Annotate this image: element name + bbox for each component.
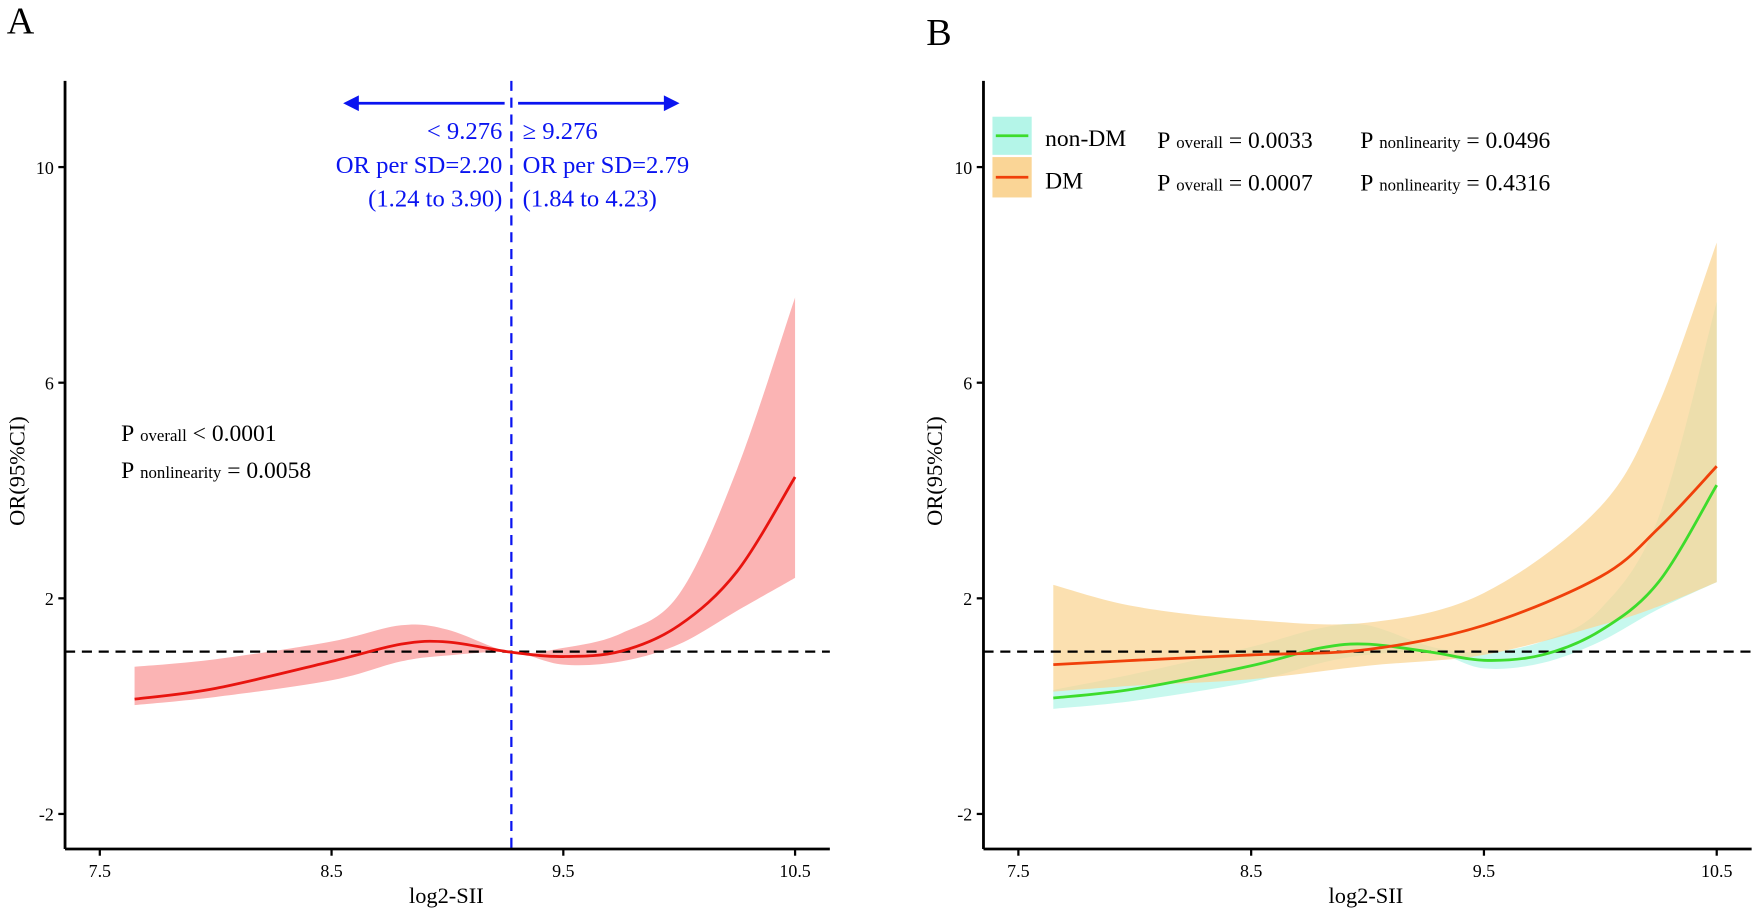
x-tick-label: 10.5 bbox=[779, 861, 810, 881]
ci-bands bbox=[134, 297, 796, 706]
right-arrow bbox=[518, 95, 680, 112]
left-ci: (1.24 to 3.90) bbox=[368, 185, 502, 212]
y-tick-label: 10 bbox=[36, 158, 54, 178]
p-nonlinearity-text: P nonlinearity = 0.0058 bbox=[121, 458, 311, 484]
x-tick-label: 7.5 bbox=[89, 861, 111, 881]
y-tick-label: 2 bbox=[45, 589, 54, 609]
curve-dm bbox=[1053, 465, 1718, 667]
curve-non-dm bbox=[1053, 484, 1718, 700]
ci-band-overall bbox=[134, 297, 796, 706]
x-tick-label: 8.5 bbox=[1240, 861, 1262, 881]
curves bbox=[134, 476, 797, 701]
y-tick-label: 6 bbox=[45, 373, 54, 393]
curves bbox=[1053, 465, 1718, 700]
panel-label-a: A bbox=[7, 1, 35, 43]
y-axis-label: OR(95%CI) bbox=[5, 416, 30, 526]
x-tick-label: 8.5 bbox=[320, 861, 342, 881]
x-tick-label: 7.5 bbox=[1007, 861, 1029, 881]
ci-band-dm bbox=[1053, 242, 1717, 692]
legend-label: non-DM bbox=[1045, 126, 1126, 152]
y-tick-label: 6 bbox=[963, 373, 972, 393]
y-tick-label: -2 bbox=[957, 805, 972, 825]
legend-item-dm: DM P overall = 0.0007 P nonlinearity = 0… bbox=[992, 157, 1550, 198]
panel-b: B 7.5 8.5 9.5 10.5 -2 2 6 10 log2-SII OR(95%CI)… bbox=[922, 12, 1752, 908]
p-nonlinearity-text: P nonlinearity = 0.0496 bbox=[1360, 128, 1550, 154]
panel-label-b: B bbox=[926, 12, 951, 54]
x-axis-label: log2-SII bbox=[1329, 883, 1404, 908]
legend-item-non-dm: non-DM P overall = 0.0033 P nonlinearity… bbox=[992, 116, 1550, 155]
left-arrow bbox=[343, 95, 505, 112]
x-tick-label: 9.5 bbox=[1473, 861, 1495, 881]
left-threshold: < 9.276 bbox=[427, 118, 503, 145]
right-or: OR per SD=2.79 bbox=[523, 152, 690, 179]
y-axis-label: OR(95%CI) bbox=[922, 416, 947, 526]
ci-bands bbox=[1053, 242, 1717, 709]
axis-ticks: 7.5 8.5 9.5 10.5 -2 2 6 10 bbox=[36, 158, 811, 881]
x-tick-label: 10.5 bbox=[1701, 861, 1732, 881]
y-tick-label: -2 bbox=[39, 805, 54, 825]
p-overall-text: P overall < 0.0001 bbox=[121, 421, 276, 447]
right-threshold: ≥ 9.276 bbox=[523, 118, 598, 145]
y-tick-label: 10 bbox=[954, 158, 972, 178]
left-or: OR per SD=2.20 bbox=[336, 152, 503, 179]
y-tick-label: 2 bbox=[963, 589, 972, 609]
x-tick-label: 9.5 bbox=[552, 861, 574, 881]
p-overall-text: P overall = 0.0033 bbox=[1157, 128, 1312, 154]
legend-label: DM bbox=[1045, 168, 1083, 194]
right-ci: (1.84 to 4.23) bbox=[523, 185, 657, 212]
legend: non-DM P overall = 0.0033 P nonlinearity… bbox=[992, 116, 1550, 198]
x-axis-label: log2-SII bbox=[409, 883, 484, 908]
p-nonlinearity-text: P nonlinearity = 0.4316 bbox=[1360, 171, 1550, 197]
panel-a: A 7.5 8.5 9.5 10.5 -2 2 6 10 log2-SII OR(95%CI)… bbox=[5, 1, 830, 908]
p-overall-text: P overall = 0.0007 bbox=[1157, 171, 1313, 197]
curve-overall bbox=[134, 476, 797, 701]
axis-ticks: 7.5 8.5 9.5 10.5 -2 2 6 10 bbox=[954, 158, 1732, 881]
